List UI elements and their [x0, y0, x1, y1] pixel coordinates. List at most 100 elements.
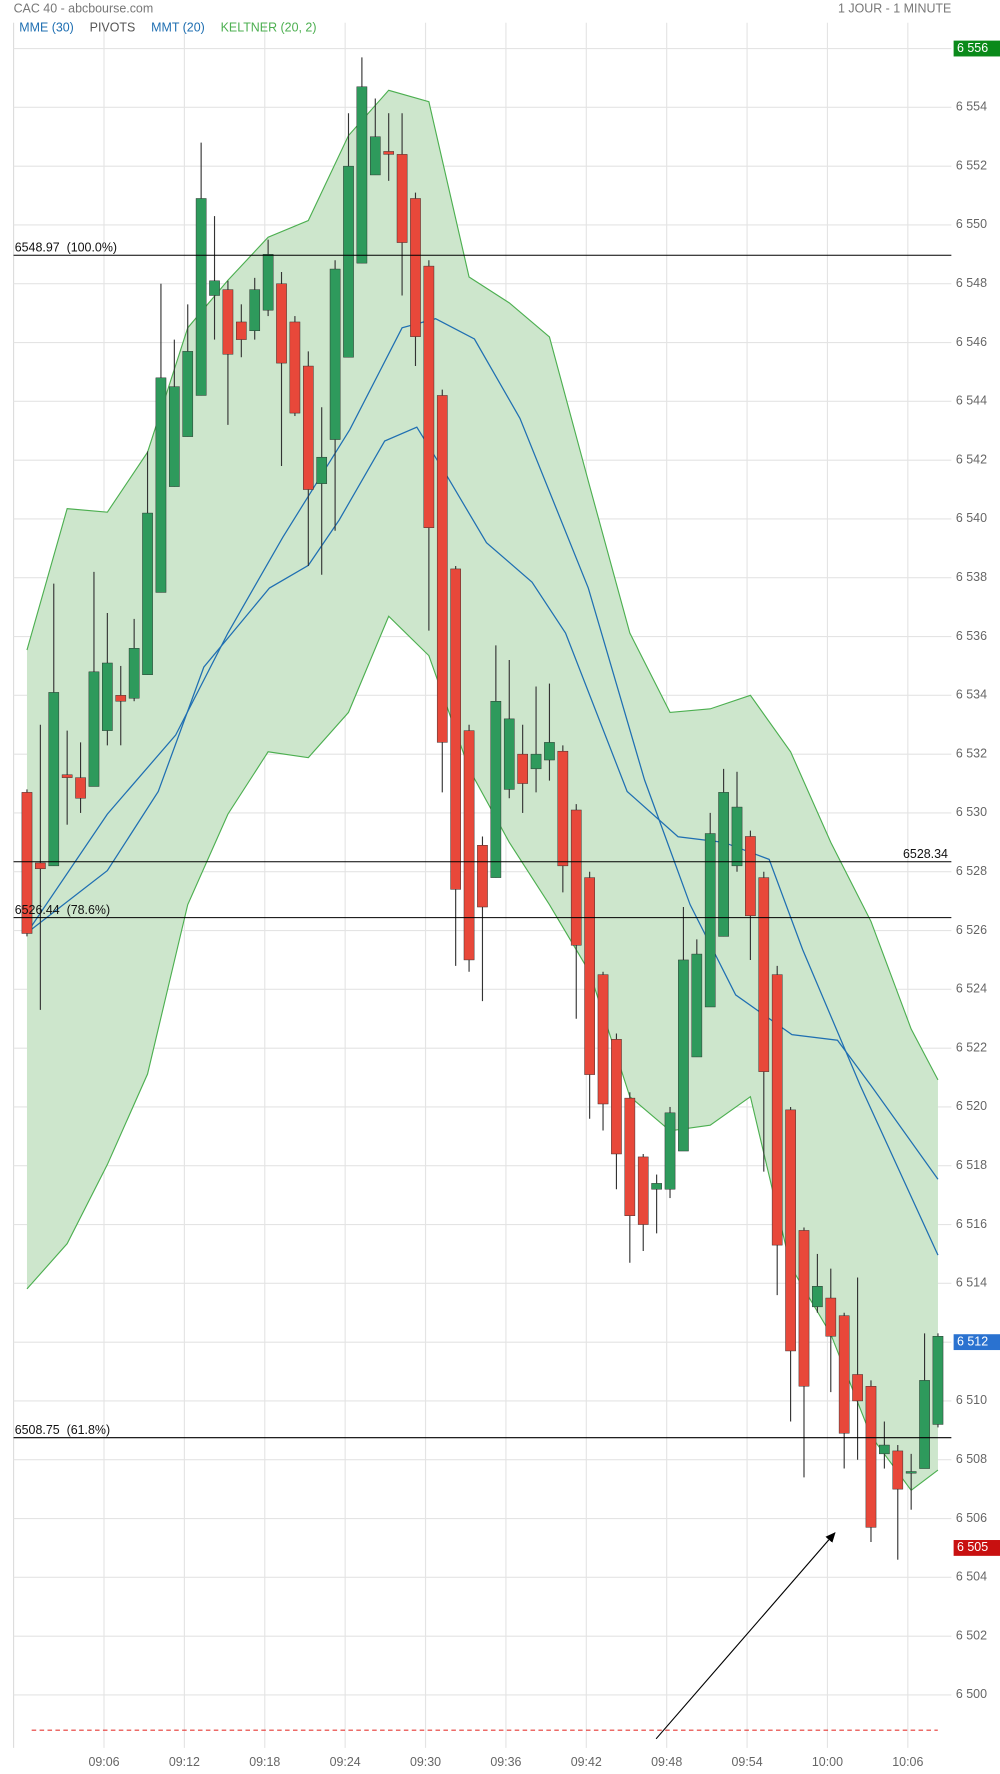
- candle-body: [423, 265, 435, 528]
- y-tick-label: 6 520: [956, 1099, 987, 1113]
- candle-body: [892, 1450, 904, 1490]
- candle-body: [771, 974, 783, 1246]
- candle-body: [678, 959, 689, 1152]
- y-tick-label: 6 550: [956, 217, 987, 231]
- candle-body: [651, 1183, 662, 1190]
- legend-entry: MMT (20): [151, 21, 205, 35]
- candle-body: [544, 742, 555, 761]
- candle-body: [195, 198, 207, 396]
- candle-body: [664, 1112, 676, 1190]
- candle-body: [209, 280, 220, 296]
- candle-body: [102, 662, 113, 731]
- y-tick-label: 6 546: [956, 335, 987, 349]
- ma-line: [26, 318, 939, 1180]
- candle-body: [812, 1286, 823, 1308]
- keltner-fill: [26, 90, 938, 1491]
- y-tick-label: 6 500: [956, 1687, 987, 1701]
- keltner-lower: [26, 615, 939, 1492]
- y-tick-label: 6 542: [956, 452, 987, 466]
- candle-body: [758, 877, 770, 1072]
- candle-body: [691, 953, 703, 1058]
- candle-body: [128, 648, 140, 699]
- chart-title: CAC 40 - abcbourse.com: [14, 1, 154, 15]
- x-tick-label: 09:36: [490, 1755, 521, 1769]
- candle-body: [302, 365, 314, 490]
- candle-body: [316, 456, 328, 484]
- y-tick-label: 6 528: [956, 864, 987, 878]
- x-tick-label: 09:42: [571, 1755, 602, 1769]
- candle-body: [905, 1471, 917, 1474]
- candle-body: [570, 809, 582, 946]
- candle-body: [463, 730, 475, 961]
- candle-body: [383, 151, 395, 155]
- candle-body: [798, 1230, 810, 1387]
- candle-body: [745, 836, 756, 917]
- keltner-upper: [26, 89, 939, 1081]
- y-tick-label: 6 536: [956, 629, 987, 643]
- price-badge-label: 6 556: [957, 41, 988, 55]
- candle-body: [637, 1156, 649, 1225]
- level-label: 6526.44 (78.6%): [15, 903, 110, 917]
- annotation-arrow: [655, 1532, 836, 1740]
- candle-body: [450, 568, 461, 890]
- candle-body: [236, 321, 247, 340]
- keltner-band: [26, 89, 939, 1492]
- candle-body: [490, 700, 502, 878]
- candle-body: [611, 1039, 622, 1155]
- y-tick-label: 6 506: [956, 1511, 987, 1525]
- candle-body: [182, 351, 194, 437]
- x-tick-label: 09:48: [651, 1755, 682, 1769]
- overlays: 6548.97 (100.0%) 6528.34 6526.44 (78.6%) 65…: [13, 40, 1000, 1731]
- candle-body: [865, 1386, 877, 1528]
- candle-body: [289, 321, 301, 414]
- legend-entry: MME (30): [19, 21, 74, 35]
- legend-entry: PIVOTS: [90, 21, 136, 35]
- y-tick-label: 6 530: [956, 805, 987, 819]
- candle-body: [35, 862, 46, 870]
- candle-body: [731, 806, 743, 867]
- y-tick-label: 6 510: [956, 1393, 987, 1407]
- candle-body: [557, 750, 569, 867]
- candles: [21, 57, 944, 1560]
- y-tick-label: 6 548: [956, 276, 987, 290]
- x-tick-label: 09:06: [88, 1755, 119, 1769]
- legend-entry: KELTNER (20, 2): [221, 21, 317, 35]
- candle-body: [718, 792, 729, 937]
- x-tick-label: 09:54: [731, 1755, 762, 1769]
- y-tick-label: 6 518: [956, 1158, 987, 1172]
- candle-body: [115, 695, 127, 702]
- level-label: 6528.34: [903, 847, 948, 861]
- price-badge: [953, 40, 1000, 57]
- candle-body: [919, 1380, 930, 1469]
- y-tick-label: 6 540: [956, 511, 987, 525]
- y-tick-label: 6 514: [956, 1276, 987, 1290]
- candle-body: [396, 154, 408, 243]
- candle-body: [704, 833, 716, 1008]
- candle-body: [142, 512, 153, 675]
- candle-body: [61, 774, 73, 778]
- candle-body: [932, 1336, 944, 1425]
- price-badge-label: 6 512: [957, 1334, 988, 1348]
- chart-subtitle: 1 JOUR - 1 MINUTE: [838, 1, 951, 15]
- x-tick-label: 09:30: [410, 1755, 441, 1769]
- y-tick-label: 6 526: [956, 923, 987, 937]
- candle-body: [155, 377, 167, 593]
- candle-body: [530, 753, 542, 770]
- y-tick-label: 6 522: [956, 1040, 987, 1054]
- y-tick-label: 6 554: [956, 100, 987, 114]
- y-tick-label: 6 516: [956, 1217, 987, 1231]
- candle-body: [584, 877, 595, 1075]
- candle-body: [838, 1315, 850, 1434]
- candle-body: [624, 1097, 636, 1216]
- x-tick-label: 09:18: [249, 1755, 280, 1769]
- indicator-lines: [26, 318, 939, 1256]
- y-tick-label: 6 524: [956, 982, 987, 996]
- candle-body: [597, 974, 609, 1105]
- ma-line: [26, 426, 939, 1256]
- y-tick-label: 6 552: [956, 158, 987, 172]
- candle-body: [343, 165, 354, 358]
- y-tick-label: 6 544: [956, 394, 987, 408]
- candle-body: [276, 283, 287, 364]
